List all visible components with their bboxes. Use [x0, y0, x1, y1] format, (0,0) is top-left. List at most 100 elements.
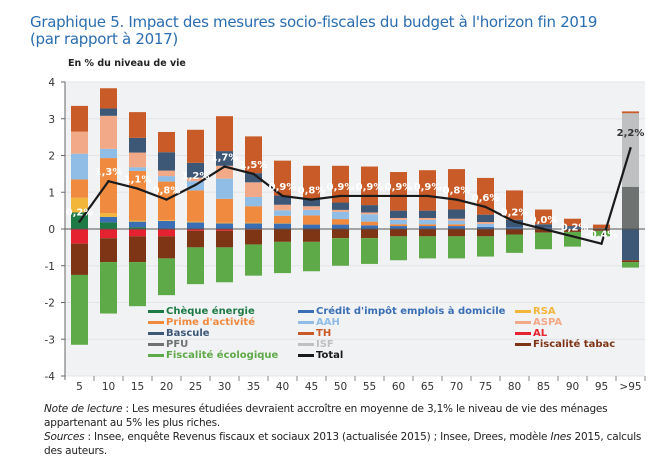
- bar-segment-fiscalit-cologique: [448, 236, 465, 259]
- bar-segment-cr-dit-d-imp-t-emplois-domicile: [361, 225, 378, 229]
- bar-segment-al: [100, 229, 117, 239]
- bar-segment-aah: [419, 219, 436, 225]
- reading-note-label: Note de lecture: [44, 403, 123, 415]
- bar-segment-fiscalit-tabac: [448, 229, 465, 237]
- bar-segment-fiscalit-tabac: [303, 229, 320, 242]
- x-tick-label: 15: [131, 381, 144, 393]
- bar-segment-bascule: [274, 195, 291, 205]
- bar-segment-fiscalit-tabac: [71, 243, 88, 275]
- bar-segment-ch-que-nergie: [129, 227, 146, 229]
- bar-segment-aah: [448, 220, 465, 225]
- bar-segment-fiscalit-cologique: [71, 274, 88, 345]
- legend-label: Fiscalité tabac: [533, 338, 615, 350]
- bar-segment-aah: [477, 223, 494, 227]
- bar-segment-prime-d-activit-: [303, 215, 320, 225]
- bar-segment-fiscalit-cologique: [158, 258, 175, 296]
- bar-segment-fiscalit-cologique: [303, 241, 320, 272]
- bar-segment-prime-d-activit-: [129, 170, 146, 221]
- bar-segment-bascule: [158, 152, 175, 171]
- x-tick-label: 80: [508, 381, 521, 393]
- y-tick-label: 2: [48, 151, 55, 163]
- bar-segment-cr-dit-d-imp-t-emplois-domicile: [216, 223, 233, 229]
- total-data-label: 1,1%: [124, 175, 152, 186]
- bar-segment-prime-d-activit-: [245, 206, 262, 223]
- bar-segment-th: [71, 105, 88, 132]
- bar-segment-th: [622, 111, 639, 114]
- bar-segment-prime-d-activit-: [448, 224, 465, 227]
- bar-segment-fiscalit-tabac: [506, 229, 523, 235]
- chart-title-line2: (par rapport à 2017): [30, 30, 178, 48]
- bar-segment-th: [419, 170, 436, 211]
- total-line: [78, 147, 632, 246]
- bar-segment-bascule: [622, 229, 639, 261]
- bar-segment-aah: [332, 211, 349, 220]
- bar-segment-bascule: [506, 219, 523, 228]
- bar-segment-cr-dit-d-imp-t-emplois-domicile: [274, 223, 291, 229]
- bar-segment-al: [187, 229, 204, 231]
- y-tick-label: -3: [45, 334, 55, 346]
- bar-segment-cr-dit-d-imp-t-emplois-domicile: [564, 227, 581, 229]
- bar-segment-th: [593, 224, 610, 229]
- sources-text-1: : Insee, enquête Revenus fiscaux et soci…: [84, 431, 551, 443]
- reading-note-text: : Les mesures étudiées devraient accroît…: [44, 403, 608, 429]
- bar-segment-fiscalit-tabac: [419, 229, 436, 237]
- bar-segment-fiscalit-tabac: [361, 229, 378, 239]
- bar-segment-th: [187, 129, 204, 163]
- legend-swatch: [515, 310, 531, 313]
- bar-segment-th: [506, 190, 523, 220]
- legend-label: RSA: [533, 306, 556, 317]
- bar-segment-al: [158, 229, 175, 237]
- bar-segment-fiscalit-tabac: [274, 229, 291, 242]
- bar-segment-aspa: [274, 204, 291, 211]
- total-data-label: 0,6%: [472, 193, 500, 204]
- x-tick-label: >95: [619, 381, 641, 393]
- legend-swatch: [148, 310, 164, 313]
- y-axis-unit-label: En % du niveau de vie: [68, 58, 186, 69]
- x-tick-label: 95: [595, 381, 608, 393]
- bar-segment-bascule: [419, 210, 436, 218]
- bar-segment-prime-d-activit-: [216, 198, 233, 223]
- bar-segment-aspa: [245, 182, 262, 198]
- bar-segment-cr-dit-d-imp-t-emplois-domicile: [100, 216, 117, 223]
- bar-segment-cr-dit-d-imp-t-emplois-domicile: [187, 222, 204, 229]
- x-tick-label: 25: [189, 381, 202, 393]
- legend-label: PFU: [166, 339, 188, 350]
- legend-swatch: [515, 321, 531, 324]
- x-tick-label: 45: [305, 381, 318, 393]
- legend-swatch: [148, 343, 164, 346]
- legend-label: Fiscalité écologique: [166, 349, 279, 361]
- bar-segment-prime-d-activit-: [419, 224, 436, 227]
- bar-segment-aah: [158, 176, 175, 182]
- bar-segment-cr-dit-d-imp-t-emplois-domicile: [129, 221, 146, 228]
- bar-segment-aah: [71, 153, 88, 180]
- x-tick-label: 5: [76, 381, 83, 393]
- legend-swatch: [148, 354, 164, 357]
- total-point: [107, 180, 110, 183]
- total-point: [542, 227, 545, 231]
- bar-segment-bascule: [564, 226, 581, 228]
- bar-segment-th: [216, 116, 233, 152]
- bar-segment-prime-d-activit-: [361, 221, 378, 226]
- bar-segment-cr-dit-d-imp-t-emplois-domicile: [303, 224, 320, 229]
- bar-segment-aspa: [129, 152, 146, 168]
- total-data-label: 0,9%: [356, 182, 384, 193]
- bar-segment-fiscalit-tabac: [390, 229, 407, 237]
- bar-segment-fiscalit-cologique: [535, 232, 552, 250]
- bar-segment-bascule: [332, 202, 349, 210]
- bar-segment-aspa: [332, 209, 349, 212]
- bar-segment-fiscalit-cologique: [419, 236, 436, 259]
- bar-segment-rsa: [71, 197, 88, 213]
- bar-segment-fiscalit-tabac: [216, 230, 233, 248]
- sources-label: Sources: [44, 431, 85, 443]
- total-point: [484, 205, 487, 209]
- bar-segment-al: [71, 229, 88, 244]
- bar-segment-aspa: [361, 212, 378, 215]
- bar-segment-fiscalit-tabac: [593, 229, 610, 231]
- sources-note: Sources : Insee, enquête Revenus fiscaux…: [44, 430, 644, 458]
- bar-segment-th: [274, 160, 291, 196]
- x-tick-label: 50: [334, 381, 347, 393]
- total-data-label: 1,2%: [182, 171, 210, 182]
- total-data-label: 0,2%: [66, 208, 94, 219]
- chart-title: Graphique 5. Impact des mesures socio-fi…: [30, 14, 597, 48]
